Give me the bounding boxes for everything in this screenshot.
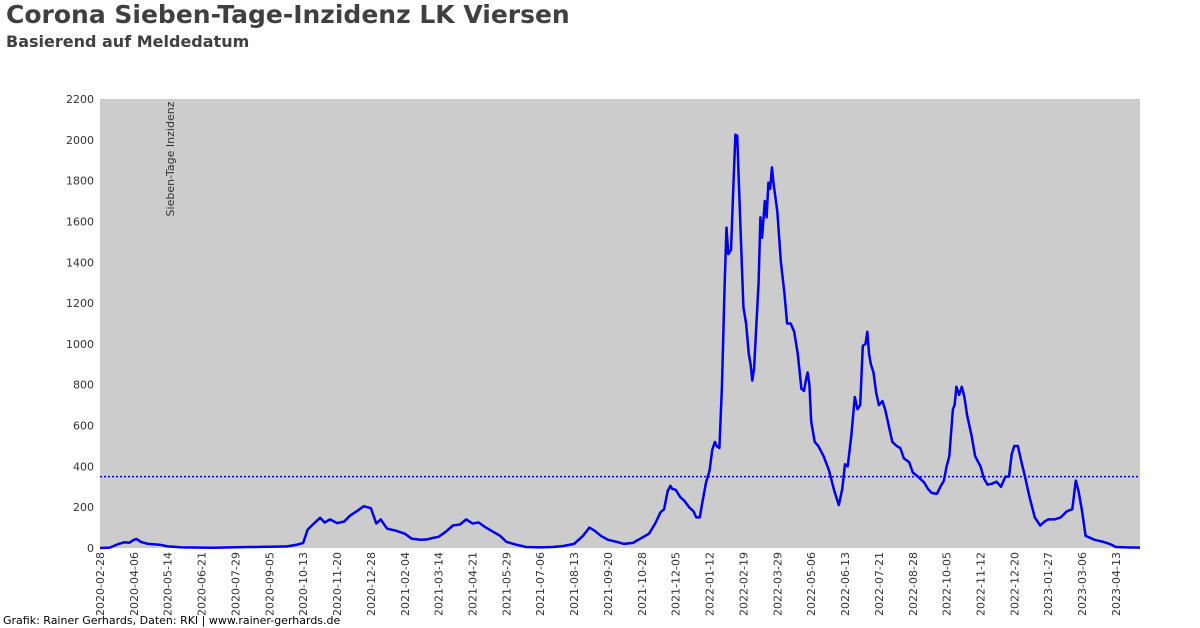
series-line [99,133,1141,550]
x-tick-label: 2023-03-06 [1076,552,1089,616]
x-axis-ticks: 2020-02-28 2020-04-06 2020-05-14 2020-06-21… [94,552,1123,616]
x-tick-label: 2020-02-28 [94,552,107,616]
y-tick-label: 1800 [66,175,94,188]
x-tick-label: 2021-04-21 [467,552,480,616]
y-tick-label: 1000 [66,338,94,351]
x-tick-label: 2022-03-29 [771,552,784,616]
x-tick-label: 2022-08-28 [907,552,920,616]
y-axis-ticks: 0 200 400 600 800 1000 1200 1400 1600 1800 2000 220… [66,93,94,555]
chart-subtitle: Basierend auf Meldedatum [6,32,250,51]
y-tick-label: 1200 [66,297,94,310]
x-tick-label: 2022-07-21 [873,552,886,616]
x-tick-label: 2020-07-29 [229,552,242,616]
x-tick-label: 2021-02-04 [399,552,412,616]
y-axis-label: Sieben-Tage Inzidenz [164,101,177,216]
x-tick-label: 2020-12-28 [365,552,378,616]
y-tick-label: 1400 [66,256,94,269]
x-tick-label: 2022-12-20 [1008,552,1021,616]
y-tick-label: 1600 [66,215,94,228]
y-tick-label: 2000 [66,134,94,147]
x-tick-label: 2021-08-13 [568,552,581,616]
x-tick-label: 2021-03-14 [433,552,446,616]
x-tick-label: 2021-07-06 [534,552,547,616]
x-tick-label: 2020-06-21 [196,552,209,616]
x-tick-label: 2020-04-06 [128,552,141,616]
x-tick-label: 2021-12-05 [670,552,683,616]
x-tick-label: 2020-09-05 [263,552,276,616]
chart-title: Corona Sieben-Tage-Inzidenz LK Viersen [6,0,570,29]
y-tick-label: 2200 [66,93,94,106]
credit-footer: Grafik: Rainer Gerhards, Daten: RKI | ww… [3,614,341,627]
x-tick-label: 2020-11-20 [331,552,344,616]
y-tick-label: 400 [73,460,94,473]
x-tick-label: 2020-05-14 [162,552,175,616]
x-tick-label: 2021-10-28 [636,552,649,616]
x-tick-label: 2021-05-29 [500,552,513,616]
y-tick-label: 200 [73,501,94,514]
x-tick-label: 2022-01-12 [704,552,717,616]
x-tick-label: 2023-01-27 [1042,552,1055,616]
x-tick-label: 2022-11-12 [974,552,987,616]
y-tick-label: 800 [73,379,94,392]
x-tick-label: 2022-02-19 [737,552,750,616]
x-tick-label: 2022-05-06 [805,552,818,616]
x-tick-label: 2021-09-20 [602,552,615,616]
y-tick-label: 600 [73,420,94,433]
x-tick-label: 2023-04-13 [1110,552,1123,616]
x-tick-label: 2020-10-13 [297,552,310,616]
plot-background [100,99,1140,548]
x-tick-label: 2022-10-05 [941,552,954,616]
y-tick-label: 0 [87,542,94,555]
x-tick-label: 2022-06-13 [839,552,852,616]
